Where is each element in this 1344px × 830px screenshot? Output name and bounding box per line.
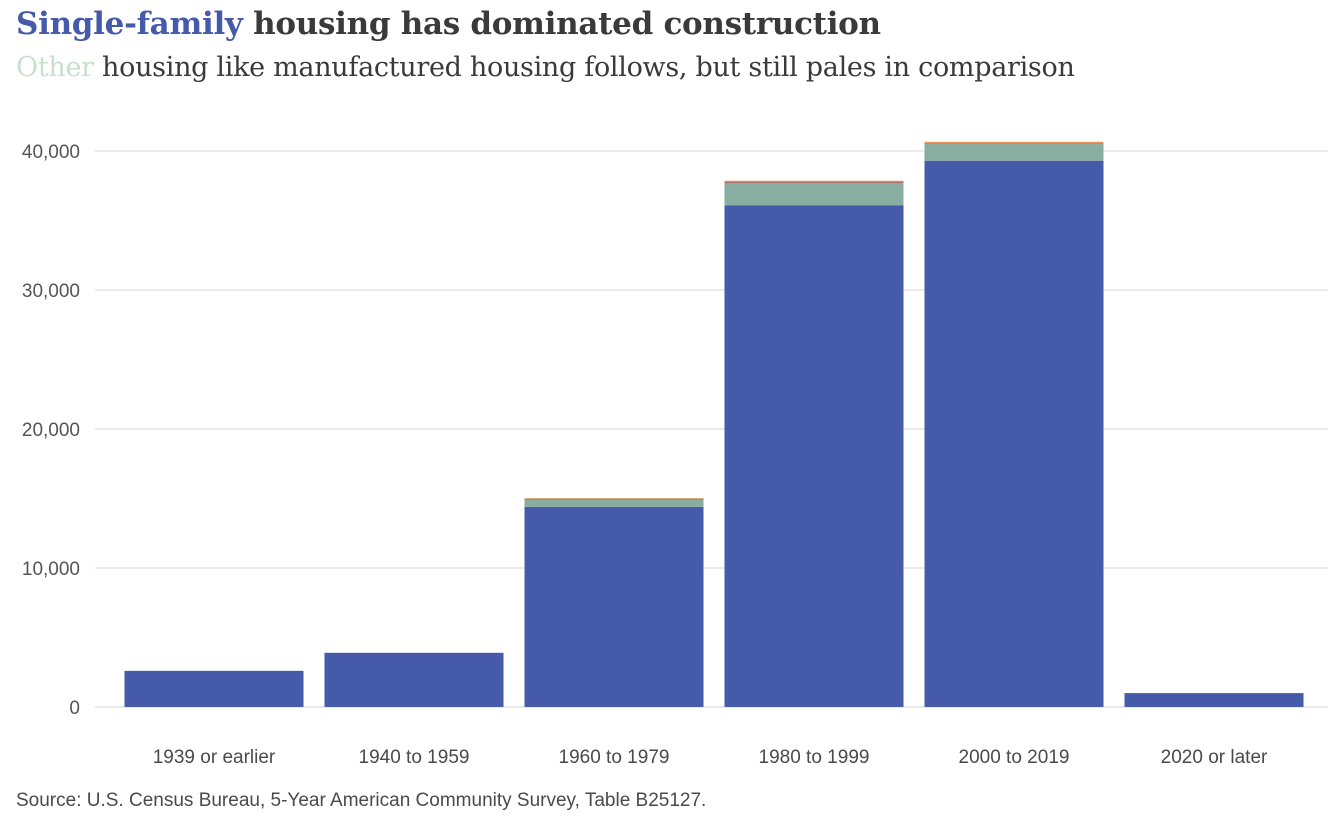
subtitle-rest: housing like manufactured housing follow… [93,52,1075,83]
bar-segment [524,498,704,499]
bar-segment [924,141,1104,144]
y-tick-label: 20,000 [22,420,80,441]
title-rest: housing has dominated construction [242,6,881,42]
bar-segment [724,180,904,182]
x-tick-label: 1939 or earlier [153,747,276,768]
y-tick-label: 10,000 [22,559,80,580]
y-tick-label: 30,000 [22,281,80,302]
y-tick-label: 0 [69,698,80,719]
bar-segment [924,144,1104,161]
chart-title: Single-family housing has dominated cons… [16,6,881,42]
bar-segment [524,506,704,707]
x-tick-label: 2000 to 2019 [959,747,1070,768]
x-tick-label: 1980 to 1999 [759,747,870,768]
bar-segment [924,143,1104,145]
stacked-bar-chart: 0 10,000 20,000 30,000 40,000 1939 or earlier… [22,141,1328,768]
title-highlight: Single-family [16,6,243,42]
x-tick-label: 1960 to 1979 [559,747,670,768]
source-note: Source: U.S. Census Bureau, 5-Year Ameri… [16,790,707,811]
bar-segment [1124,693,1304,707]
bar-segment [724,205,904,707]
bar-segment [524,498,704,500]
bar-segment [924,160,1104,708]
bar-segment [324,652,504,707]
y-tick-label: 40,000 [22,142,80,163]
bar-segment [724,182,904,206]
bar-segment [524,499,704,507]
x-tick-label: 1940 to 1959 [359,747,470,768]
x-tick-label: 2020 or later [1161,747,1268,768]
bar-segment [124,670,304,707]
bar-segment [724,181,904,183]
subtitle-highlight: Other [16,52,94,83]
chart-subtitle: Other housing like manufactured housing … [16,52,1075,83]
